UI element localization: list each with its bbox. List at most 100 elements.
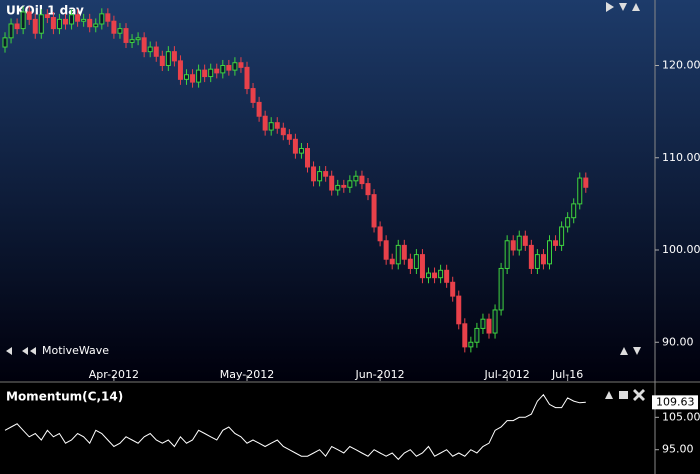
candle-body bbox=[44, 14, 50, 19]
last-value-box bbox=[652, 395, 698, 410]
candle-body bbox=[8, 23, 14, 39]
candle-body bbox=[432, 272, 438, 279]
candle-body bbox=[153, 46, 159, 57]
x-tick-label: May-2012 bbox=[220, 368, 275, 381]
y-tick-label: 105.00 bbox=[662, 410, 700, 423]
candle-body bbox=[504, 240, 510, 269]
candle-body bbox=[547, 240, 552, 265]
x-tick-label: Jul-16 bbox=[551, 368, 583, 381]
candle-body bbox=[87, 18, 93, 28]
candle-body bbox=[341, 184, 347, 188]
candle-body bbox=[75, 14, 81, 22]
icon[interactable] bbox=[22, 347, 28, 355]
candle-body bbox=[286, 134, 292, 140]
toolbar-icons[interactable] bbox=[6, 2, 645, 401]
x-tick-label: Jul-2012 bbox=[484, 368, 530, 381]
candle-body bbox=[359, 175, 365, 185]
candle-body bbox=[407, 258, 413, 269]
candle-body bbox=[147, 46, 153, 53]
candle-body bbox=[165, 51, 171, 66]
candle-body bbox=[534, 254, 540, 269]
candle-body bbox=[14, 23, 20, 30]
candle-body bbox=[38, 14, 44, 34]
candle-body bbox=[129, 39, 135, 43]
y-tick-label: 100.00 bbox=[662, 243, 700, 256]
candle-body bbox=[565, 217, 571, 228]
candle-body bbox=[323, 171, 329, 177]
candle-body bbox=[250, 88, 256, 103]
candle-body bbox=[583, 177, 589, 188]
candle-body bbox=[135, 37, 141, 41]
candle-body bbox=[450, 281, 456, 297]
candle-body bbox=[510, 240, 516, 251]
candle-body bbox=[81, 18, 87, 22]
candle-body bbox=[444, 269, 450, 283]
candle-body bbox=[426, 272, 431, 279]
icon[interactable] bbox=[632, 3, 640, 11]
candle-body bbox=[559, 226, 565, 246]
candle-body bbox=[274, 122, 280, 129]
candle-body bbox=[389, 258, 395, 265]
candle-body bbox=[413, 254, 419, 269]
candle-body bbox=[522, 235, 528, 246]
candle-body bbox=[123, 28, 129, 43]
candle-body bbox=[117, 28, 123, 34]
candle-body bbox=[456, 295, 462, 325]
momentum-line bbox=[4, 393, 586, 461]
icon[interactable] bbox=[619, 3, 627, 11]
candle-body bbox=[220, 64, 226, 74]
candle-body bbox=[171, 51, 177, 62]
candle-body bbox=[232, 62, 238, 71]
momentum-panel bbox=[0, 383, 700, 474]
last-value-label: 109.63 bbox=[656, 395, 695, 408]
x-tick-label: Jun-2012 bbox=[355, 368, 405, 381]
candle-body bbox=[184, 74, 189, 80]
candle-body bbox=[347, 180, 353, 188]
y-tick-label: 110.00 bbox=[662, 151, 700, 164]
watermark: MotiveWave bbox=[42, 344, 109, 357]
candle-body bbox=[438, 269, 444, 279]
candle-body bbox=[280, 127, 286, 136]
candle-body bbox=[468, 341, 474, 348]
y-tick-label: 120.00 bbox=[662, 58, 700, 71]
candle-body bbox=[474, 327, 480, 343]
candle-body bbox=[311, 166, 317, 182]
candle-body bbox=[498, 267, 504, 311]
icon[interactable] bbox=[30, 347, 36, 355]
candle-body bbox=[214, 68, 220, 74]
candle-body bbox=[329, 175, 335, 191]
candle-body bbox=[462, 323, 468, 348]
candle-body bbox=[2, 37, 8, 48]
candle-body bbox=[516, 235, 522, 251]
candle-body bbox=[99, 13, 105, 25]
x-tick-label: Apr-2012 bbox=[89, 368, 139, 381]
candle-body bbox=[177, 60, 183, 80]
icon[interactable] bbox=[620, 347, 628, 355]
candle-body bbox=[298, 148, 304, 154]
candle-body bbox=[371, 194, 377, 228]
candle-body bbox=[377, 226, 383, 242]
candle-body bbox=[577, 177, 583, 205]
candle-body bbox=[419, 254, 425, 279]
candle-body bbox=[26, 11, 32, 20]
candle-body bbox=[571, 203, 577, 219]
candle-body bbox=[262, 115, 268, 131]
icon[interactable] bbox=[633, 347, 641, 355]
candle-body bbox=[528, 244, 534, 269]
icon[interactable] bbox=[6, 347, 12, 355]
icon[interactable] bbox=[619, 391, 628, 399]
candle-body bbox=[335, 184, 341, 191]
icon[interactable] bbox=[606, 2, 614, 12]
candle-body bbox=[69, 14, 75, 25]
candle-body bbox=[292, 138, 298, 154]
candle-body bbox=[111, 20, 117, 34]
icon[interactable] bbox=[605, 391, 613, 399]
icon[interactable] bbox=[633, 389, 645, 401]
candle-body bbox=[50, 17, 56, 30]
candle-body bbox=[317, 171, 323, 182]
candle-body bbox=[63, 18, 68, 25]
candle-body bbox=[256, 101, 262, 117]
candle-body bbox=[238, 62, 244, 68]
